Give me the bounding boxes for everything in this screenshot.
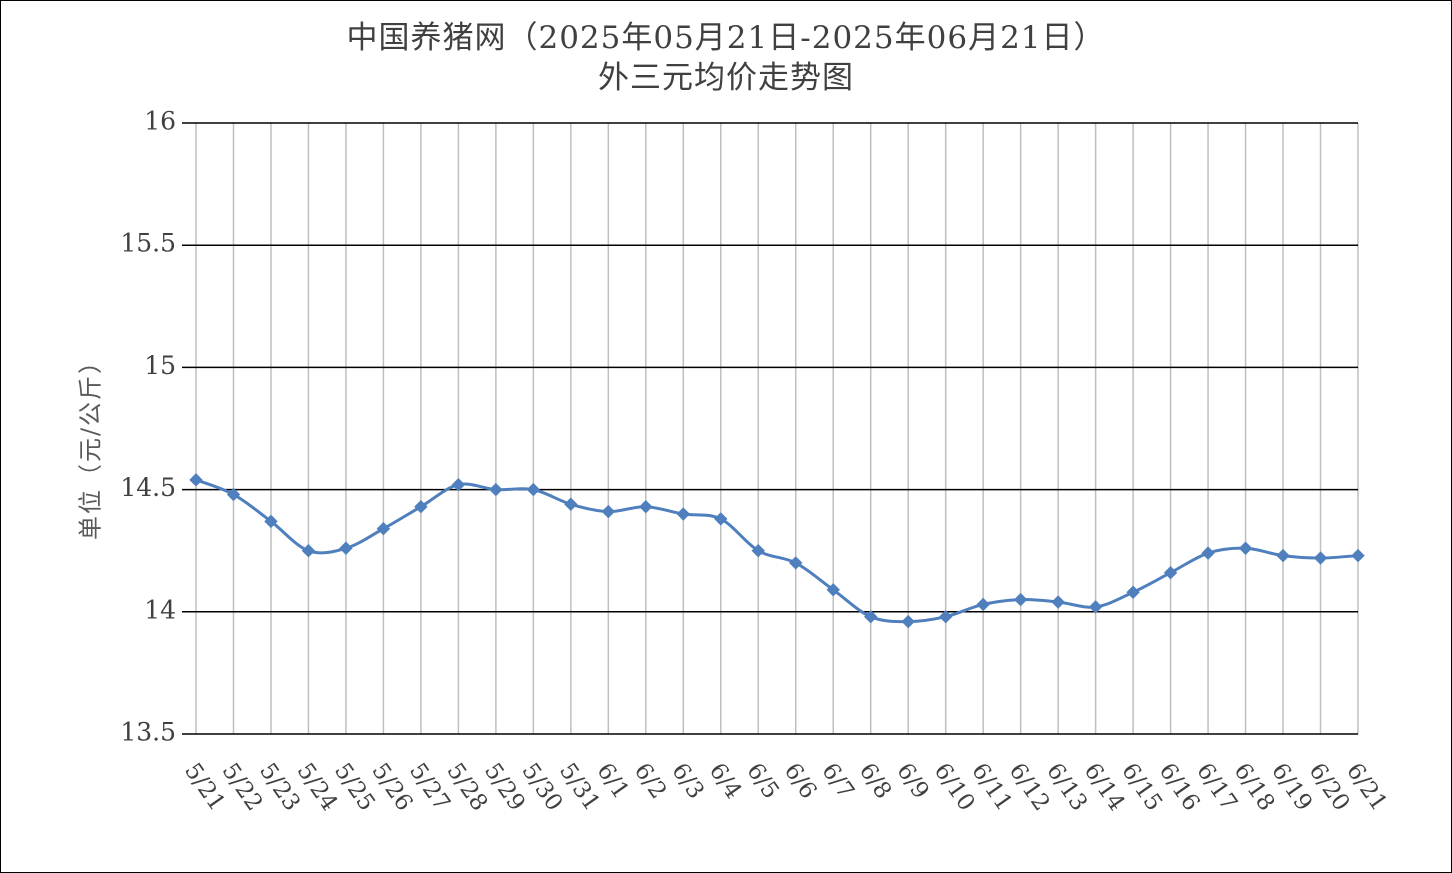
chart-subtitle: 外三元均价走势图	[598, 60, 854, 96]
x-tick-label: 5/26	[367, 759, 418, 816]
x-axis-ticks: 5/215/225/235/245/255/265/275/285/295/30…	[179, 759, 1392, 816]
data-point	[826, 583, 840, 597]
x-tick-label: 6/4	[704, 759, 747, 804]
y-axis-label: 单位（元/公斤）	[77, 348, 105, 540]
data-point	[301, 543, 316, 558]
data-point	[226, 487, 241, 502]
x-tick-label: 5/29	[479, 759, 530, 816]
data-point	[1013, 592, 1028, 607]
series-line-group	[189, 473, 1365, 629]
x-tick-label: 5/25	[329, 759, 380, 816]
x-tick-label: 6/17	[1191, 759, 1242, 816]
x-tick-label: 5/31	[554, 759, 605, 816]
data-point	[1088, 600, 1103, 614]
x-tick-label: 6/7	[816, 759, 859, 804]
data-point	[864, 609, 878, 624]
x-tick-label: 6/19	[1266, 759, 1317, 816]
data-point	[751, 543, 765, 558]
x-tick-label: 6/18	[1229, 759, 1280, 816]
data-point	[676, 507, 690, 521]
chart-title: 中国养猪网（2025年05月21日-2025年06月21日）	[346, 20, 1106, 56]
x-tick-label: 6/5	[741, 759, 784, 804]
x-tick-label: 6/13	[1041, 759, 1092, 816]
data-point	[451, 478, 466, 492]
data-point	[976, 597, 990, 612]
data-point	[1051, 595, 1065, 609]
x-tick-label: 6/20	[1304, 759, 1355, 816]
data-point	[414, 500, 428, 514]
x-tick-label: 6/11	[966, 759, 1017, 816]
data-point	[489, 482, 503, 497]
x-tick-label: 5/22	[217, 759, 268, 816]
data-point	[714, 512, 728, 526]
y-tick-label: 16	[144, 107, 176, 136]
data-point	[526, 482, 541, 497]
data-point	[1163, 565, 1178, 580]
y-tick-label: 14.5	[120, 473, 176, 502]
data-point	[1313, 551, 1328, 565]
series-line	[194, 478, 1360, 624]
x-tick-label: 5/24	[292, 759, 343, 816]
x-tick-label: 6/10	[929, 759, 980, 816]
data-point	[564, 497, 578, 511]
data-point	[789, 556, 803, 570]
data-point	[1351, 548, 1365, 563]
data-point	[1238, 541, 1253, 555]
vertical-gridlines	[195, 123, 1359, 734]
data-point	[639, 500, 653, 514]
data-point	[339, 541, 353, 555]
x-tick-label: 6/16	[1154, 759, 1205, 816]
data-point	[938, 609, 953, 624]
data-point	[189, 473, 203, 487]
horizontal-gridlines	[182, 122, 1358, 735]
data-point	[1126, 585, 1140, 599]
x-tick-label: 6/3	[666, 759, 709, 804]
x-tick-label: 6/14	[1079, 759, 1130, 816]
x-tick-label: 6/12	[1004, 759, 1055, 816]
y-axis-ticks: 13.5 14 14.5 15 15.5 16	[120, 107, 176, 747]
x-tick-label: 5/30	[516, 759, 567, 816]
y-tick-label: 15	[144, 351, 176, 380]
data-point	[1276, 548, 1290, 563]
y-tick-label: 15.5	[120, 229, 176, 258]
x-tick-label: 6/21	[1341, 759, 1392, 816]
data-point	[601, 504, 616, 519]
data-point	[376, 521, 391, 536]
x-tick-label: 5/28	[441, 759, 492, 816]
x-tick-label: 6/15	[1116, 759, 1167, 816]
x-tick-label: 5/21	[179, 759, 230, 816]
data-point	[901, 614, 915, 629]
x-tick-label: 5/23	[254, 759, 305, 816]
x-tick-label: 5/27	[404, 759, 455, 816]
y-tick-label: 13.5	[120, 718, 176, 747]
data-point	[1201, 546, 1215, 560]
x-tick-label: 6/2	[629, 759, 672, 804]
data-point	[264, 514, 278, 529]
y-tick-label: 14	[144, 595, 176, 624]
x-tick-label: 6/6	[779, 759, 822, 804]
x-tick-label: 6/8	[854, 759, 897, 804]
x-tick-label: 6/9	[891, 759, 934, 804]
